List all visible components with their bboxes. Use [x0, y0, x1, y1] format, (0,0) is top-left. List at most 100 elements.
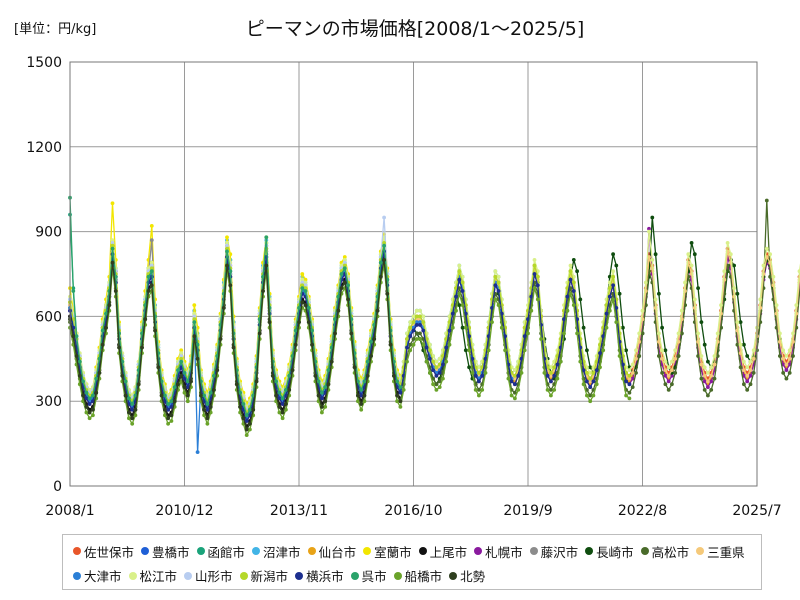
legend-marker	[252, 547, 261, 555]
data-point	[202, 413, 207, 418]
legend-marker	[184, 571, 193, 580]
data-point	[382, 258, 386, 262]
data-point	[182, 371, 187, 375]
data-point	[444, 359, 449, 364]
data-point	[513, 376, 517, 381]
data-point	[362, 399, 367, 404]
data-point	[123, 393, 128, 398]
data-point	[133, 407, 138, 412]
data-point	[591, 371, 596, 375]
data-point	[604, 311, 609, 316]
data-point	[149, 263, 154, 268]
data-point	[280, 416, 285, 421]
x-tick-label: 2010/12	[155, 503, 213, 519]
data-point	[483, 356, 488, 361]
data-point	[221, 306, 226, 310]
legend-item: 豊橋市	[141, 540, 190, 562]
legend-item: 大津市	[73, 565, 122, 587]
data-point	[290, 354, 295, 358]
data-point	[696, 354, 700, 358]
legend-item: 船橋市	[393, 565, 442, 587]
data-point	[568, 291, 573, 296]
data-point	[153, 328, 158, 333]
y-tick-label: 300	[35, 394, 62, 410]
data-point	[764, 198, 769, 203]
data-point	[552, 365, 557, 370]
data-point	[526, 317, 530, 322]
data-point	[751, 356, 756, 361]
data-point	[702, 388, 707, 392]
data-point	[585, 379, 589, 384]
data-point	[212, 373, 216, 378]
data-point	[179, 354, 184, 358]
data-point	[421, 342, 426, 347]
data-point	[444, 345, 449, 350]
data-point	[568, 263, 573, 268]
data-point	[192, 303, 197, 307]
data-point	[437, 371, 442, 375]
data-point	[617, 354, 622, 358]
legend-label: 沼津市	[263, 544, 301, 560]
data-point	[133, 413, 138, 418]
data-point	[676, 331, 681, 336]
data-point	[545, 388, 550, 392]
data-point	[100, 342, 105, 347]
data-point	[411, 328, 416, 333]
data-point	[303, 289, 308, 293]
data-point	[434, 359, 439, 364]
data-point	[277, 410, 282, 415]
data-point	[94, 390, 99, 395]
data-point	[212, 388, 216, 392]
data-point	[637, 354, 642, 358]
data-point	[264, 235, 269, 240]
data-point	[732, 286, 736, 290]
data-point	[388, 342, 393, 347]
data-point	[499, 311, 504, 316]
data-point	[408, 342, 413, 347]
data-point	[192, 320, 197, 324]
data-point	[143, 317, 148, 322]
data-point	[81, 379, 85, 384]
data-point	[591, 379, 596, 384]
data-point	[323, 405, 328, 409]
legend-item: 松江市	[128, 565, 177, 587]
data-point	[434, 365, 439, 370]
data-point	[369, 354, 373, 358]
data-point	[149, 238, 154, 243]
data-point	[169, 405, 174, 409]
data-point	[650, 215, 655, 220]
data-point	[333, 317, 337, 322]
data-point	[601, 348, 606, 353]
data-point	[594, 382, 599, 387]
data-point	[702, 365, 707, 370]
legend-item: 三重県	[696, 540, 745, 562]
data-point	[385, 291, 390, 296]
data-point	[398, 390, 403, 395]
data-point	[87, 402, 92, 406]
data-point	[728, 252, 733, 257]
data-point	[797, 269, 800, 274]
data-point	[454, 294, 458, 299]
data-point	[702, 342, 707, 347]
data-point	[97, 371, 102, 375]
data-point	[287, 388, 292, 392]
data-point	[673, 348, 678, 353]
data-point	[532, 263, 537, 268]
data-point	[581, 325, 586, 330]
data-point	[104, 325, 108, 330]
data-point	[378, 260, 383, 265]
data-point	[421, 320, 426, 324]
data-point	[362, 379, 367, 384]
data-point	[418, 337, 422, 341]
data-point	[457, 303, 462, 307]
legend-item: 佐世保市	[73, 540, 134, 562]
series-group	[68, 258, 403, 432]
data-point	[732, 263, 736, 268]
data-point	[463, 325, 468, 330]
data-point	[94, 376, 99, 381]
data-point	[100, 328, 105, 333]
data-point	[761, 263, 766, 268]
data-point	[562, 331, 566, 336]
data-point	[696, 331, 700, 336]
series-lines	[68, 195, 800, 454]
